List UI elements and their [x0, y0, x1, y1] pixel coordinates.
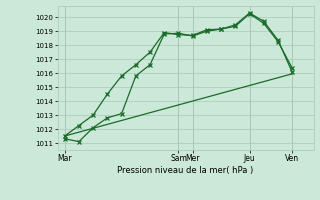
X-axis label: Pression niveau de la mer( hPa ): Pression niveau de la mer( hPa ): [117, 166, 254, 175]
